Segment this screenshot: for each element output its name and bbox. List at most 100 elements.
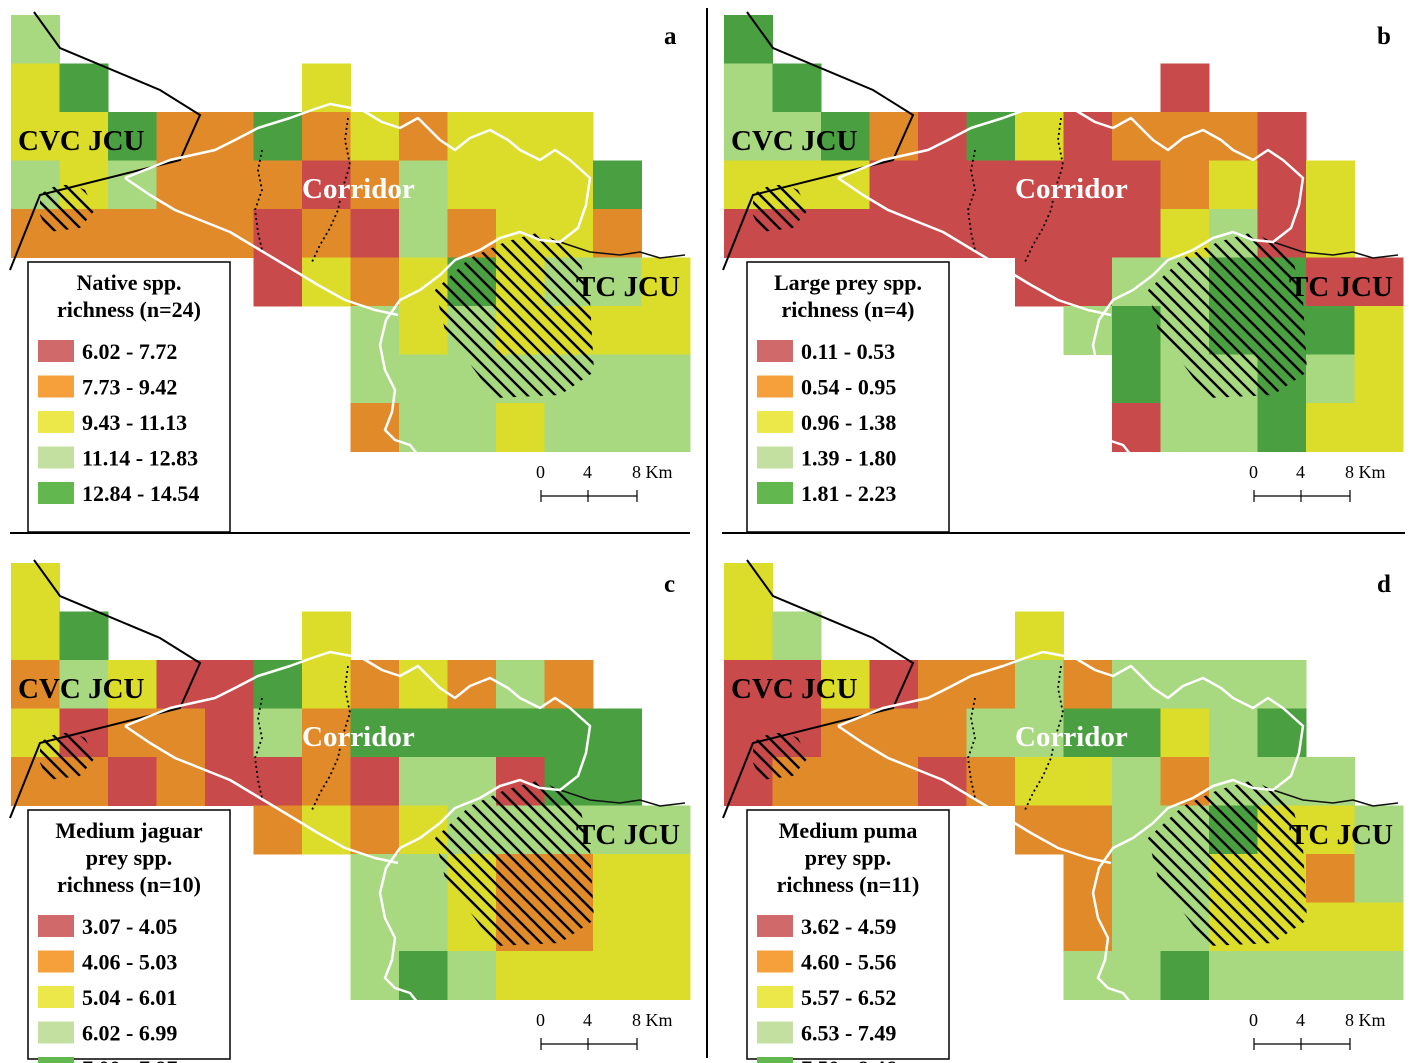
legend-item-label: 3.07 - 4.05: [82, 914, 177, 939]
grid-cell: [205, 209, 254, 258]
unit-boundary-west: [9, 11, 202, 271]
legend-swatch: [757, 986, 793, 1008]
grid-cell: [1209, 403, 1258, 452]
grid-cell: [350, 257, 400, 307]
grid-cell: [1112, 354, 1161, 404]
grid-cell: [1354, 306, 1404, 355]
scale-tick-label: 8 Km: [632, 462, 673, 482]
legend: Native spp.richness (n=24) 6.02 - 7.72 7.7…: [27, 261, 231, 533]
grid-cell: [724, 611, 773, 661]
grid-cell: [869, 708, 919, 758]
grid-cell: [593, 902, 642, 952]
grid-cell: [1306, 209, 1355, 258]
grid-cell: [593, 306, 642, 355]
grid-cell: [108, 660, 157, 709]
grid-cell: [724, 757, 773, 806]
legend-title: richness (n=10): [57, 872, 201, 897]
grid-cell: [1257, 951, 1307, 1000]
grid-cell: [11, 63, 60, 113]
grid-cell: [350, 805, 400, 855]
grid-cell: [1015, 660, 1064, 709]
grid-cell: [302, 160, 351, 210]
legend-item-label: 5.57 - 6.52: [801, 985, 896, 1010]
grid-cell: [1063, 757, 1113, 806]
scale-tick-label: 8 Km: [632, 1010, 673, 1030]
grid-cell: [1306, 306, 1355, 355]
grid-cell: [11, 209, 60, 258]
label-cvc-jcu: CVC JCU: [18, 125, 145, 157]
legend-item-label: 9.43 - 11.13: [82, 410, 187, 435]
road-dotted: [967, 149, 976, 251]
label-cvc-jcu: CVC JCU: [731, 673, 858, 705]
grid-cell: [1015, 160, 1064, 210]
grid-cell: [1257, 660, 1307, 709]
legend-title: Large prey spp.: [774, 270, 922, 295]
grid-cell: [544, 951, 594, 1000]
grid-cell: [966, 112, 1016, 161]
grid-cell: [1160, 708, 1210, 758]
grid-cell: [447, 354, 497, 404]
grid-cell: [399, 805, 448, 855]
grid-cell: [772, 660, 822, 709]
grid-cell: [1306, 951, 1355, 1000]
grid-cell: [1160, 951, 1210, 1000]
legend-item-label: 6.02 - 7.72: [82, 339, 177, 364]
grid-cell: [821, 209, 870, 258]
grid-cell: [641, 951, 691, 1000]
grid-cell: [1354, 805, 1404, 855]
grid-cell: [772, 63, 822, 113]
grid-cell: [302, 660, 351, 709]
legend-swatch: [38, 411, 74, 433]
legend-item-label: 0.11 - 0.53: [801, 339, 895, 364]
grid-cell: [641, 854, 691, 903]
road-dotted: [967, 697, 976, 799]
grid-cell: [1063, 805, 1113, 855]
legend-swatch: [757, 950, 793, 973]
legend-item-label: 4.06 - 5.03: [82, 950, 177, 975]
grid-cell: [918, 708, 967, 758]
panel-letter: d: [1377, 571, 1391, 598]
grid-cell: [593, 757, 642, 806]
grid-cell: [1112, 660, 1161, 709]
grid-cell: [1063, 209, 1113, 258]
grid-cell: [593, 951, 642, 1000]
label-corridor: Corridor: [302, 721, 415, 753]
legend-swatch: [38, 950, 74, 973]
grid-cell: [11, 757, 60, 806]
grid-cell: [59, 660, 109, 709]
river-north: [124, 102, 592, 456]
scale-tick-label: 4: [1296, 462, 1305, 482]
legend-swatch: [757, 482, 793, 504]
scale-tick-label: 8 Km: [1345, 462, 1386, 482]
grid-cell: [918, 757, 967, 806]
scale-tick-label: 4: [1296, 1010, 1305, 1030]
scale-bar: 0 4 8 Km: [1249, 462, 1386, 502]
grid-cell: [869, 757, 919, 806]
grid-cell: [1112, 757, 1161, 806]
grid-cell: [593, 160, 642, 210]
grid-cell: [156, 708, 206, 758]
river-south: [124, 724, 399, 865]
grid-cell: [399, 112, 448, 161]
grid-cell: [724, 63, 773, 113]
grid-cell: [1160, 757, 1210, 806]
grid-cell: [641, 257, 691, 307]
grid-cell: [350, 112, 400, 161]
grid-cell: [1112, 112, 1161, 161]
grid-cell: [1354, 854, 1404, 903]
grid-cell: [496, 951, 545, 1000]
scale-tick-label: 0: [536, 462, 545, 482]
legend-item-label: 7.50 - 8.46: [801, 1056, 896, 1063]
grid-cell: [1112, 805, 1161, 855]
grid-cell: [1160, 902, 1210, 952]
legend-swatch: [38, 1057, 74, 1063]
grid-cell: [350, 660, 400, 709]
grid-cell: [593, 354, 642, 404]
grid-cell: [1112, 854, 1161, 903]
label-tc-jcu: TC JCU: [1289, 819, 1393, 851]
legend-swatch: [38, 340, 74, 362]
grid-cell: [1112, 209, 1161, 258]
grid-cell: [205, 160, 254, 210]
legend-title: prey spp.: [86, 845, 172, 870]
